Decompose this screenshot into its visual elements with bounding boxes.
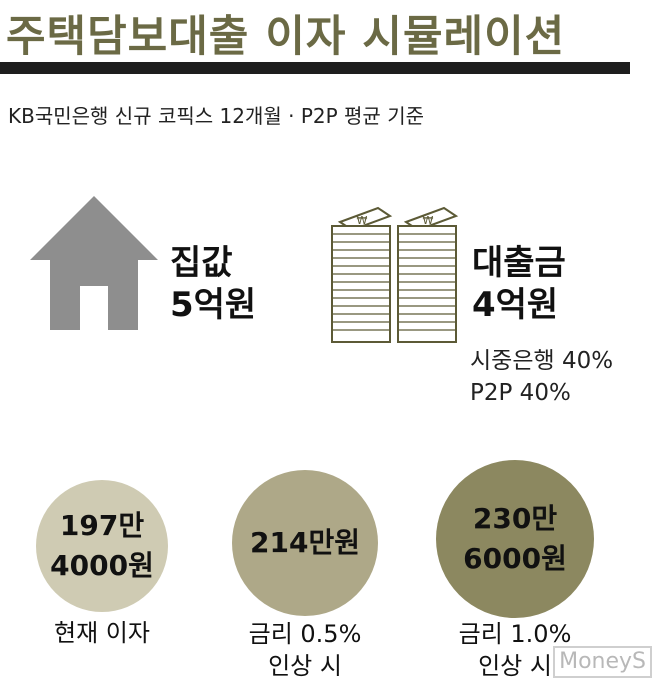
scenario-caption-plus-1-0: 금리 1.0% 인상 시 (435, 618, 595, 682)
page-subtitle: KB국민은행 신규 코픽스 12개월 · P2P 평균 기준 (8, 104, 424, 128)
loan-breakdown-bank: 시중은행 40% (470, 348, 614, 374)
scenario-amount-line: 6000원 (463, 542, 567, 575)
loan-amount-label: 대출금 4억원 (472, 242, 566, 326)
house-icon (30, 196, 158, 334)
loan-breakdown-p2p: P2P 40% (470, 380, 571, 406)
scenario-caption-line: 인상 시 (268, 652, 342, 680)
svg-text:₩: ₩ (357, 214, 368, 227)
house-label-value: 5억원 (170, 285, 257, 325)
scenario-caption-line: 금리 0.5% (248, 620, 362, 648)
money-stack-icon: ₩ ₩ (326, 204, 462, 350)
scenario-caption-line: 금리 1.0% (458, 620, 572, 648)
scenario-amount-line: 214만원 (250, 526, 360, 559)
scenario-amount-line: 197만 (59, 509, 145, 542)
svg-text:₩: ₩ (423, 214, 434, 227)
scenario-caption-line: 인상 시 (478, 652, 552, 680)
scenario-caption-line: 현재 이자 (54, 619, 150, 647)
house-label-title: 집값 (170, 243, 233, 283)
page-title: 주택담보대출 이자 시뮬레이션 (6, 12, 566, 62)
house-price-label: 집값 5억원 (170, 242, 256, 326)
moneys-watermark: MoneyS (553, 646, 652, 678)
title-divider (0, 62, 630, 74)
scenario-circle-current: 197만 4000원 (36, 480, 168, 612)
scenario-circle-plus-0-5: 214만원 (232, 470, 378, 616)
scenario-caption-current: 현재 이자 (30, 617, 174, 649)
scenario-caption-plus-0-5: 금리 0.5% 인상 시 (225, 618, 385, 682)
loan-label-value: 4억원 (472, 285, 559, 325)
scenario-amount-line: 4000원 (50, 549, 154, 582)
loan-label-title: 대출금 (472, 243, 566, 283)
scenario-circle-plus-1-0: 230만 6000원 (436, 460, 594, 618)
scenario-amount-line: 230만 (472, 502, 558, 535)
loan-breakdown: 시중은행 40% P2P 40% (470, 345, 613, 409)
